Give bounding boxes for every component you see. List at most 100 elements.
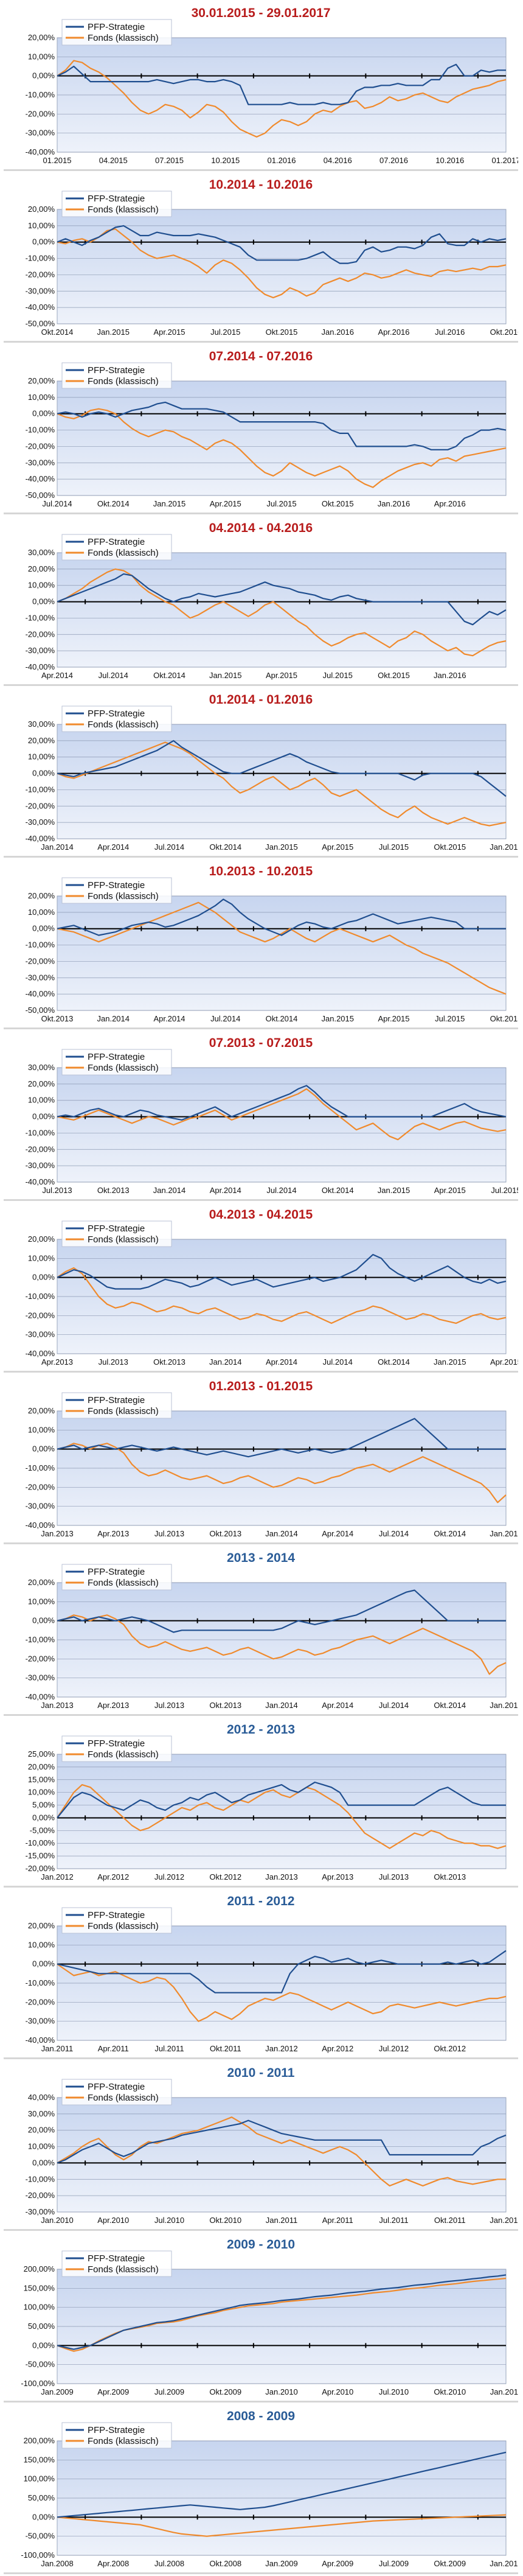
x-tick-label: Apr.2012	[97, 1872, 129, 1881]
x-tick-label: Jul.2015	[266, 499, 296, 508]
y-tick-label: 0,00%	[32, 1444, 55, 1454]
y-tick-label: 20,00%	[28, 1406, 55, 1415]
y-tick-label: 20,00%	[28, 891, 55, 900]
x-tick-label: Jul.2014	[210, 1014, 240, 1023]
x-tick-label: Apr.2013	[97, 1701, 129, 1710]
y-tick-label: -20,00%	[26, 1654, 55, 1663]
y-tick-label: -50,00%	[26, 2532, 55, 2541]
y-tick-label: -40,00%	[26, 834, 55, 843]
y-tick-label: -40,00%	[26, 1521, 55, 1530]
y-tick-label: -10,00%	[26, 1635, 55, 1644]
y-tick-label: 10,00%	[28, 1253, 55, 1262]
legend-label: Fonds (klassisch)	[88, 719, 159, 730]
y-tick-label: 20,00%	[28, 1921, 55, 1930]
y-tick-label: -10,00%	[26, 90, 55, 99]
legend-label: Fonds (klassisch)	[88, 2264, 159, 2275]
y-tick-label: -10,00%	[26, 1838, 55, 1847]
y-tick-label: 20,00%	[28, 33, 55, 42]
legend-label: Fonds (klassisch)	[88, 1921, 159, 1931]
x-tick-label: Jan.2014	[209, 1357, 242, 1367]
legend-label: PFP-Strategie	[88, 2082, 145, 2092]
legend-label: Fonds (klassisch)	[88, 33, 159, 43]
legend-label: PFP-Strategie	[88, 880, 145, 891]
x-tick-label: Apr.2016	[378, 327, 409, 337]
legend-box	[61, 2079, 172, 2105]
legend-label: PFP-Strategie	[88, 1052, 145, 1062]
legend-box	[61, 1735, 172, 1762]
y-tick-label: -40,00%	[26, 1177, 55, 1186]
x-tick-label: Okt.2009	[434, 2559, 466, 2568]
y-tick-label: -40,00%	[26, 474, 55, 483]
x-tick-label: Jul.2012	[379, 2044, 409, 2053]
legend-label: PFP-Strategie	[88, 1395, 145, 1405]
y-tick-label: -30,00%	[26, 817, 55, 827]
y-tick-label: 150,00%	[24, 2283, 55, 2292]
y-tick-label: 10,00%	[28, 52, 55, 61]
x-tick-label: Apr.2014	[97, 842, 129, 852]
y-tick-label: -20,00%	[26, 801, 55, 810]
plot-area	[57, 380, 507, 496]
chart-title: 07.2014 - 07.2016	[209, 349, 313, 363]
x-tick-label: Jan.2015	[209, 671, 242, 680]
x-tick-label: Apr.2013	[41, 1357, 73, 1367]
chart-panel: 30.01.2015 - 29.01.2017 20,00% 10,00% 0,00%…	[4, 1, 518, 171]
chart-panel: 04.2014 - 04.2016 30,00% 20,00% 10,00% 0,00%…	[4, 516, 518, 686]
chart-title: 2013 - 2014	[227, 1551, 295, 1565]
y-tick-label: 30,00%	[28, 2109, 55, 2118]
x-tick-label: Apr.2014	[210, 1186, 241, 1195]
x-tick-label: Jan.2010	[490, 2559, 518, 2568]
legend-box	[61, 19, 172, 46]
chart-panel: 2008 - 2009 200,00% 150,00% 100,00% 50,00% 0,…	[4, 2404, 518, 2574]
x-tick-label: Jan.2015	[265, 842, 298, 852]
x-tick-label: 01.2016	[268, 156, 296, 165]
series-line-fund	[57, 741, 507, 827]
x-tick-label: Okt.2013	[434, 1872, 466, 1881]
y-tick-label: -30,00%	[26, 646, 55, 655]
x-tick-label: Okt.2013	[97, 1186, 130, 1195]
x-tick-label: Jul.2014	[266, 1186, 296, 1195]
x-tick-label: Jan.2016	[490, 842, 518, 852]
series-line-strategy	[57, 1253, 507, 1290]
x-tick-label: 07.2016	[379, 156, 408, 165]
y-tick-label: 0,00%	[32, 924, 55, 933]
x-tick-label: Jan.2013	[41, 1529, 74, 1538]
x-tick-label: Okt.2014	[41, 327, 74, 337]
x-tick-label: Jan.2013	[265, 1872, 298, 1881]
y-tick-label: -20,00%	[26, 1864, 55, 1873]
x-tick-label: Jul.2014	[154, 842, 184, 852]
y-tick-label: 150,00%	[24, 2455, 55, 2464]
y-tick-label: 10,00%	[28, 2142, 55, 2151]
x-tick-label: Okt.2015	[434, 842, 466, 852]
x-tick-label: Jan.2016	[378, 499, 410, 508]
series-line-fund	[57, 901, 507, 995]
legend-label: PFP-Strategie	[88, 1738, 145, 1749]
y-tick-label: 10,00%	[28, 1788, 55, 1797]
y-tick-label: -10,00%	[26, 2174, 55, 2183]
chart-svg: 07.2013 - 07.2015 30,00% 20,00% 10,00% 0,00%…	[26, 1036, 518, 1195]
x-tick-label: Jan.2015	[490, 1529, 518, 1538]
y-tick-label: 20,00%	[28, 376, 55, 385]
x-tick-label: Okt.2012	[434, 2044, 466, 2053]
x-tick-label: Jan.2010	[41, 2216, 74, 2225]
y-tick-label: -50,00%	[26, 319, 55, 328]
series-line-strategy	[57, 2119, 507, 2164]
y-tick-label: 15,00%	[28, 1775, 55, 1784]
y-tick-label: 100,00%	[24, 2303, 55, 2312]
x-tick-label: Apr.2014	[322, 1529, 353, 1538]
chart-title: 04.2013 - 04.2015	[209, 1208, 313, 1222]
chart-svg: 01.2013 - 01.2015 20,00% 10,00% 0,00% -10,00…	[26, 1379, 518, 1538]
x-tick-label: Apr.2008	[97, 2559, 129, 2568]
y-tick-label: -40,00%	[26, 662, 55, 671]
x-tick-label: Apr.2011	[98, 2044, 129, 2053]
y-tick-label: -100,00%	[21, 2379, 55, 2388]
x-tick-label: Jan.2008	[41, 2559, 74, 2568]
y-tick-label: 0,00%	[32, 1273, 55, 1282]
y-tick-label: 50,00%	[28, 2322, 55, 2331]
